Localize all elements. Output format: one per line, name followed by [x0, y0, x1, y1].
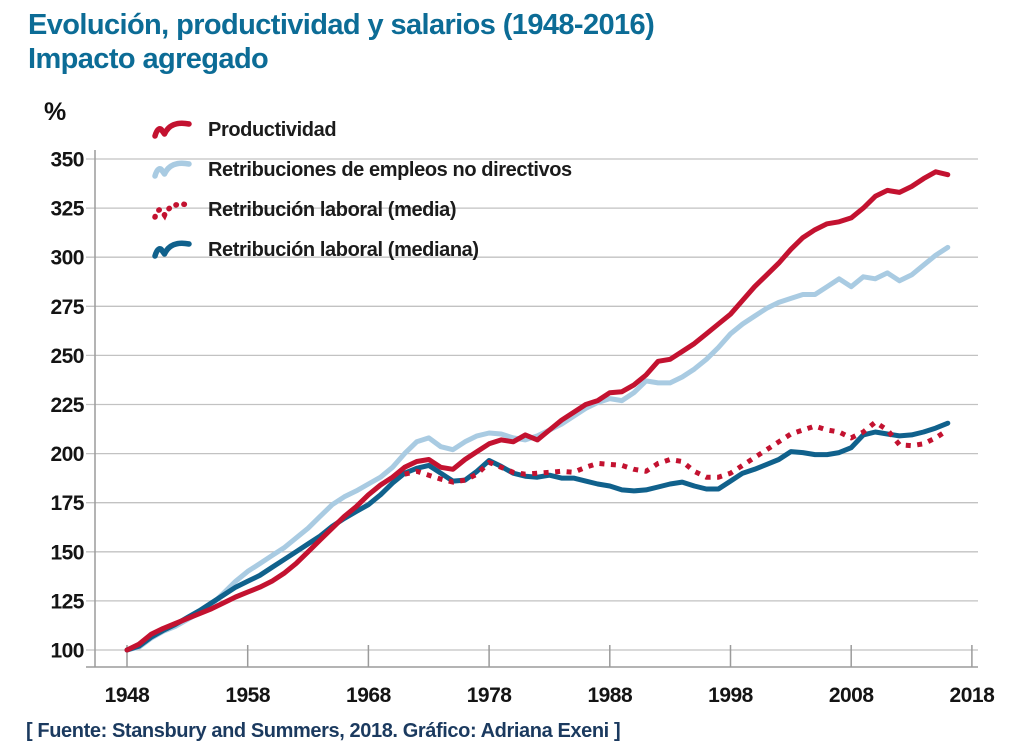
x-axis-tick-label: 1958	[225, 684, 271, 707]
legend-label: Retribución laboral (media)	[208, 198, 457, 221]
y-axis-tick-label: 125	[50, 590, 84, 613]
axis-unit-label: %	[44, 98, 67, 126]
series-line-productivity	[124, 169, 951, 653]
legend: Productividad Retribuciones de empleos n…	[150, 110, 572, 270]
y-axis-tick-label: 100	[50, 640, 84, 663]
median-line-swatch-icon	[152, 240, 192, 259]
x-axis-tick-label: 1978	[467, 684, 513, 707]
legend-item-productividad: Productividad	[150, 110, 572, 150]
y-axis-tick-label: 250	[50, 345, 84, 368]
y-axis-tick-label: 325	[50, 198, 84, 221]
legend-item-mediana: Retribución laboral (mediana)	[150, 230, 572, 270]
y-axis-tick-label: 300	[50, 247, 84, 270]
dotted-line-swatch-icon	[152, 201, 192, 221]
x-axis-tick-label: 1968	[346, 684, 392, 707]
y-axis-tick-label: 275	[50, 296, 84, 319]
y-axis-tick-label: 150	[50, 541, 84, 564]
legend-item-media: Retribución laboral (media)	[150, 190, 572, 230]
nonsupervisory-line-swatch-icon	[152, 160, 192, 179]
y-axis-tick-label: 200	[50, 443, 84, 466]
title-line-1: Evolución, productividad y salarios (194…	[28, 9, 655, 41]
productivity-line-swatch-icon	[152, 120, 192, 139]
x-axis-tick-label: 2008	[829, 684, 875, 707]
page-title: Evolución, productividad y salarios (194…	[28, 8, 655, 76]
x-axis-tick-label: 1998	[708, 684, 754, 707]
legend-item-no-directivos: Retribuciones de empleos no directivos	[150, 150, 572, 190]
y-axis-tick-label: 175	[50, 492, 84, 515]
series-line-median-compensation	[124, 420, 951, 653]
y-axis-tick-label: 350	[50, 149, 84, 172]
title-line-2: Impacto agregado	[28, 43, 269, 76]
y-axis-tick-label: 225	[50, 394, 84, 417]
x-axis-tick-label: 1988	[587, 684, 633, 707]
legend-label: Retribución laboral (mediana)	[208, 238, 479, 261]
series-line-nonsupervisory	[124, 244, 951, 653]
legend-label: Productividad	[208, 118, 337, 141]
series-line-mean-compensation	[404, 419, 950, 485]
x-axis-tick-label: 1948	[105, 684, 151, 707]
legend-label: Retribuciones de empleos no directivos	[208, 158, 572, 181]
x-axis-tick-label: 2018	[950, 684, 996, 707]
source-caption: [ Fuente: Stansbury and Summers, 2018. G…	[26, 720, 621, 742]
